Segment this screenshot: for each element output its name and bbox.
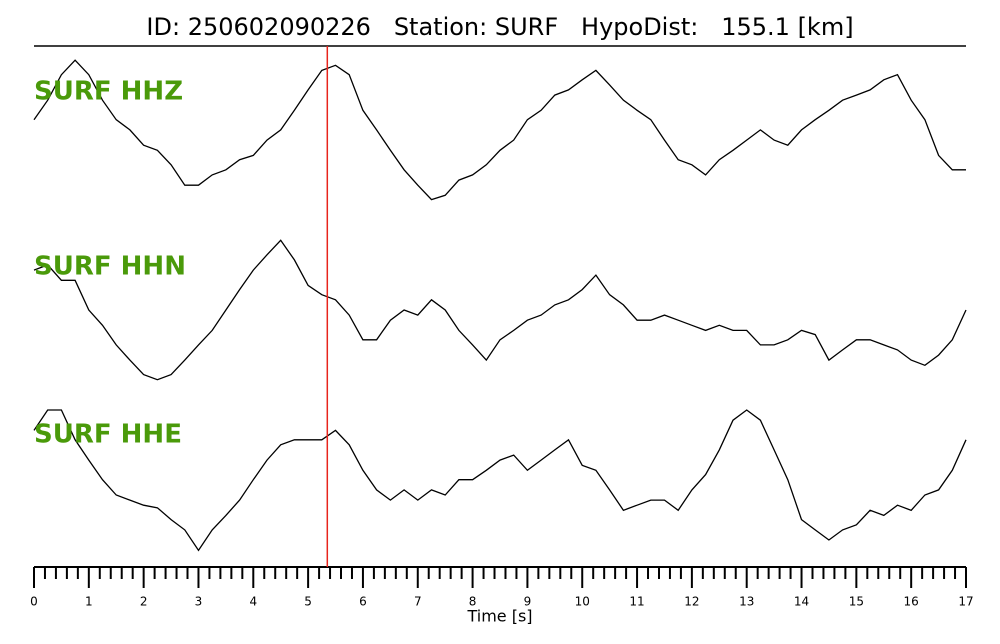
x-tick-label: 16 xyxy=(904,595,919,609)
x-tick-label: 13 xyxy=(739,595,754,609)
x-tick-label: 8 xyxy=(469,595,477,609)
x-tick-label: 2 xyxy=(140,595,148,609)
x-axis-label: Time [s] xyxy=(466,607,532,626)
x-tick-label: 6 xyxy=(359,595,367,609)
x-tick-label: 1 xyxy=(85,595,93,609)
x-tick-label: 9 xyxy=(524,595,532,609)
x-tick-label: 12 xyxy=(684,595,699,609)
x-tick-label: 5 xyxy=(304,595,312,609)
trace-label: SURF HHE xyxy=(34,420,182,450)
trace-line xyxy=(33,239,967,381)
x-tick-label: 0 xyxy=(30,595,38,609)
trace-line xyxy=(33,409,967,552)
chart-title: ID: 250602090226 Station: SURF HypoDist:… xyxy=(146,13,853,41)
x-tick-label: 17 xyxy=(958,595,973,609)
x-tick-label: 3 xyxy=(195,595,203,609)
trace-line xyxy=(33,59,966,201)
x-tick-label: 7 xyxy=(414,595,422,609)
x-tick-label: 15 xyxy=(849,595,864,609)
x-tick-label: 4 xyxy=(249,595,257,609)
x-tick-label: 10 xyxy=(575,595,590,609)
trace-label: SURF HHN xyxy=(34,252,186,282)
x-tick-label: 11 xyxy=(629,595,644,609)
trace-label: SURF HHZ xyxy=(34,77,183,107)
x-tick-label: 14 xyxy=(794,595,809,609)
